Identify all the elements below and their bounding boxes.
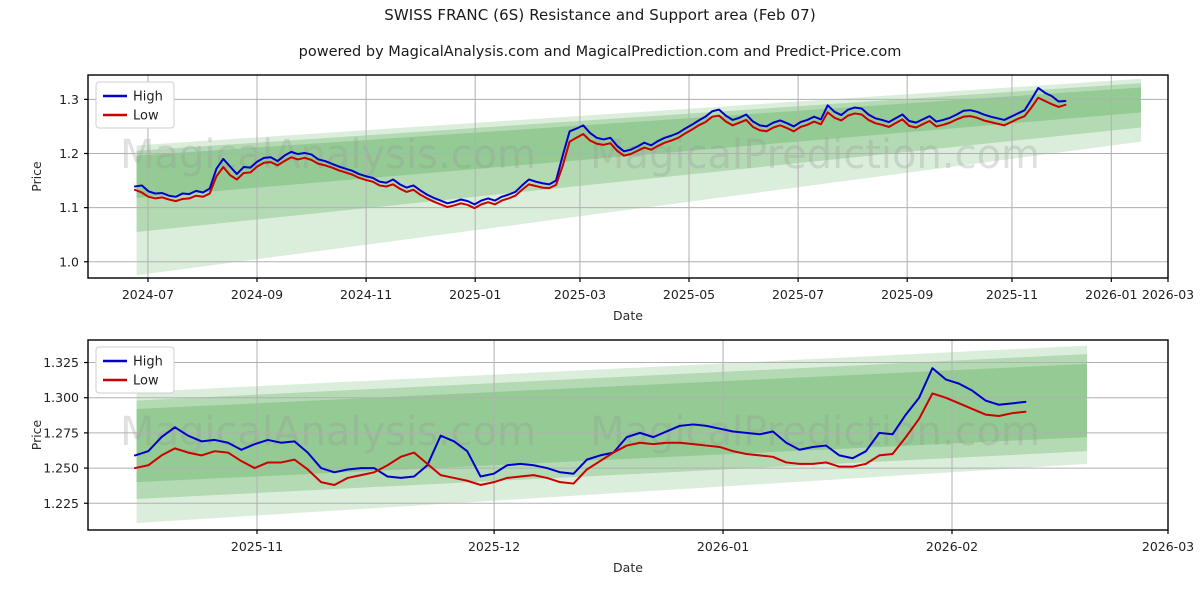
series-line-low [133, 392, 1027, 486]
watermark-text: MagicalAnalysis.com [120, 272, 536, 318]
series-line-high [133, 367, 1027, 479]
ytick-label: 1.3 [59, 92, 79, 107]
tick-labels: 1.0 1.1 1.2 1.3 2024-07 2024-09 2024-11 2025-01… [59, 92, 1194, 302]
legend-label: High [133, 90, 163, 105]
series-group [133, 86, 1067, 210]
tick-labels: 1.225 1.250 1.275 1.300 1.325 2025-11 2025-12 2… [43, 355, 1194, 554]
legend-item-low[interactable]: Low [103, 109, 159, 124]
chart-legend[interactable]: High Low [95, 346, 175, 394]
watermark-text: MagicalPrediction.com [590, 272, 1040, 318]
legend-item-high[interactable]: High [103, 90, 163, 105]
plot-border [87, 339, 1169, 531]
watermark-text: MagicalAnalysis.com [120, 132, 536, 178]
x-axis-label: Date [613, 308, 643, 320]
grid-lines [88, 340, 1169, 530]
y-axis-label: Price [29, 161, 44, 192]
y-axis-label: Price [29, 419, 44, 450]
ytick-label: 1.250 [43, 461, 79, 476]
xtick-label: 2026-03 [1142, 539, 1194, 554]
overview-chart-svg: MagicalAnalysis.com MagicalPrediction.com… [29, 74, 1194, 320]
band-inner [136, 363, 1088, 483]
xtick-label: 2025-01 [449, 287, 501, 302]
support-resistance-bands [136, 78, 1142, 276]
zoom-chart-svg: MagicalAnalysis.com MagicalPrediction.com… [29, 339, 1194, 575]
xtick-label: 2025-07 [772, 287, 824, 302]
xtick-label: 2026-03 [1142, 287, 1194, 302]
legend-box [95, 346, 175, 394]
legend-box [95, 81, 175, 129]
xtick-label: 2025-09 [881, 287, 933, 302]
legend-label: Low [133, 109, 159, 124]
ytick-label: 1.0 [59, 254, 79, 269]
ytick-label: 1.225 [43, 496, 79, 511]
band-inner [136, 87, 1142, 198]
page-subtitle: powered by MagicalAnalysis.com and Magic… [298, 44, 902, 60]
zoom-chart-panel: MagicalAnalysis.com MagicalPrediction.com… [0, 325, 1200, 600]
xtick-label: 2026-01 [697, 539, 749, 554]
ytick-label: 1.325 [43, 355, 79, 370]
axes-frame [84, 74, 1169, 282]
watermark-group: MagicalAnalysis.com MagicalPrediction.com… [120, 132, 1040, 318]
xtick-label: 2026-01 [1085, 287, 1137, 302]
xtick-label: 2025-12 [468, 539, 520, 554]
xtick-label: 2026-02 [926, 539, 978, 554]
ytick-label: 1.300 [43, 390, 79, 405]
xtick-label: 2024-11 [340, 287, 392, 302]
watermark-text: MagicalPrediction.com [590, 132, 1040, 178]
legend-item-low[interactable]: Low [103, 374, 159, 389]
ytick-label: 1.2 [59, 146, 79, 161]
axes-frame [84, 339, 1169, 534]
page-title: SWISS FRANC (6S) Resistance and Support … [384, 6, 816, 24]
chart-legend[interactable]: High Low [95, 81, 175, 129]
ytick-label: 1.275 [43, 425, 79, 440]
xtick-label: 2025-11 [986, 287, 1038, 302]
plot-border [87, 74, 1169, 279]
xtick-label: 2025-11 [231, 539, 283, 554]
xtick-label: 2025-05 [663, 287, 715, 302]
legend-item-high[interactable]: High [103, 355, 163, 370]
watermark-text: MagicalPrediction.com [590, 409, 1040, 455]
overview-chart-panel: MagicalAnalysis.com MagicalPrediction.com… [0, 60, 1200, 320]
series-line-low [133, 96, 1067, 210]
xtick-label: 2025-03 [554, 287, 606, 302]
legend-label: High [133, 355, 163, 370]
series-line-high [133, 86, 1067, 206]
series-group [133, 367, 1027, 486]
xtick-label: 2024-07 [122, 287, 174, 302]
x-axis-label: Date [613, 560, 643, 575]
watermark-text: MagicalAnalysis.com [120, 409, 536, 455]
ytick-label: 1.1 [59, 200, 79, 215]
legend-label: Low [133, 374, 159, 389]
xtick-label: 2024-09 [231, 287, 283, 302]
